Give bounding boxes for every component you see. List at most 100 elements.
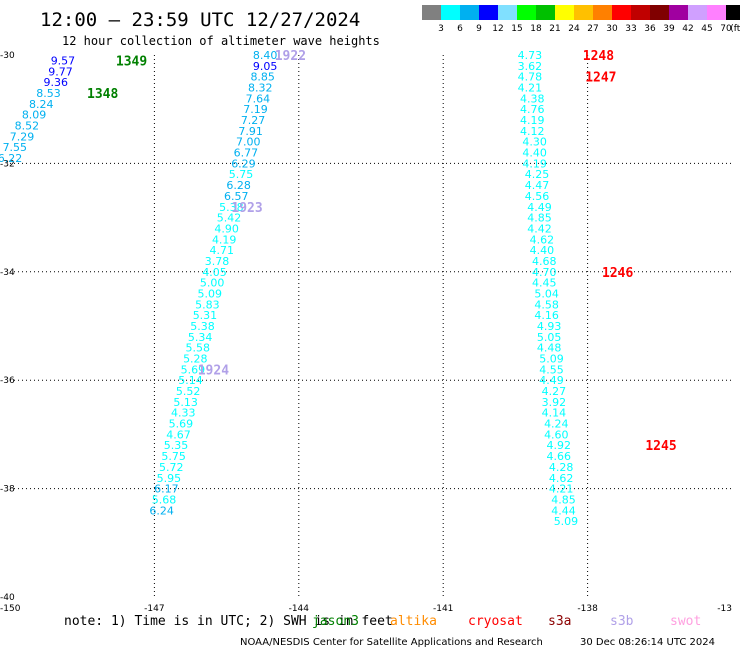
color-swatch [669,5,688,20]
swh-value-s3b: 6.24 [149,504,174,517]
satellite-label-s3b: s3b [610,614,634,629]
color-swatch [441,5,460,20]
swh-value-s3b: 6.57 [224,190,249,203]
swh-value-s3a: 4.42 [527,222,552,235]
swh-value-s3a: 3.62 [518,60,543,73]
swh-value-s3b: 4.90 [214,222,239,235]
swh-value-s3b: 5.38 [190,320,215,333]
swh-value-s3b: 6.28 [226,179,251,192]
x-tick-label: -144 [289,604,310,614]
color-swatch [593,5,612,20]
x-tick-label: -141 [433,604,453,614]
swh-value-s3a: 4.85 [551,493,576,506]
swh-value-s3a: 4.55 [539,363,564,376]
swh-value-s3a: 4.24 [544,418,569,431]
footer-note: note: 1) Time is in UTC; 2) SWH is in fe… [64,614,393,629]
color-swatch [555,5,574,20]
swh-value-s3a: 4.27 [542,385,567,398]
color-key-label: 36 [644,24,656,34]
swh-value-s3b: 3.78 [205,255,230,268]
chart-subtitle: 12 hour collection of altimeter wave hei… [62,34,380,48]
color-swatch [650,5,669,20]
swh-value-s3b: 8.85 [250,71,275,84]
color-key-label: 39 [663,24,675,34]
swh-value-s3a: 4.62 [549,472,574,485]
swh-value-s3b: 5.34 [188,331,213,344]
swh-value-s3a: 4.78 [518,71,543,84]
color-swatch [536,5,555,20]
swh-value-s3a: 4.70 [532,266,557,279]
chart-grid [10,55,732,597]
swh-value-s3a: 4.68 [532,255,557,268]
swh-value-s3a: 4.28 [549,461,574,474]
swh-value-s3a: 4.40 [522,147,547,160]
color-swatch [631,5,650,20]
swh-value-jason3: 8.53 [36,87,61,100]
swh-value-s3a: 4.73 [518,49,543,62]
swh-value-s3a: 4.58 [534,298,559,311]
swh-value-s3a: 5.05 [537,331,562,344]
y-tick-label: -30 [0,51,15,61]
swh-value-s3a: 4.60 [544,428,569,441]
swh-value-s3a: 4.30 [522,136,547,149]
axis-ticks: -150 -147 -144 -141 -138 -13 -30 -32 -34 -36 -38 -4… [0,51,732,614]
swh-value-s3a: 5.04 [534,287,559,300]
swh-value-s3a: 4.44 [551,504,576,517]
pass-time-label: 1922 [275,49,306,64]
swh-value-s3b: 6.17 [154,483,179,496]
swh-value-s3b: 4.33 [171,407,196,420]
swh-value-s3a: 4.14 [542,407,567,420]
data-points: 9.579.779.368.538.248.098.527.297.556.22… [0,49,578,528]
color-swatch [612,5,631,20]
color-key-label: 30 [606,24,618,34]
swh-value-s3a: 4.12 [520,125,545,138]
swh-value-s3b: 9.05 [253,60,278,73]
swh-value-s3a: 5.09 [539,353,564,366]
color-key-label: 27 [587,24,598,34]
swh-value-s3b: 5.35 [164,439,189,452]
swh-value-s3b: 5.38 [219,201,244,214]
swh-value-s3b: 5.69 [181,363,206,376]
color-swatch [422,5,441,20]
satellite-label-jason3: jason3 [312,614,359,629]
swh-value-s3a: 4.38 [520,92,545,105]
swh-value-s3a: 3.92 [542,396,567,409]
color-key-label: 3 [438,24,444,34]
swh-value-s3b: 5.52 [176,385,201,398]
swh-value-s3b: 5.72 [159,461,184,474]
y-tick-label: -32 [0,159,15,169]
swh-value-s3a: 4.56 [525,190,550,203]
swh-value-s3b: 5.69 [169,418,194,431]
color-swatch [707,5,726,20]
color-key-label: 9 [476,24,482,34]
swh-value-s3b: 6.77 [234,147,259,160]
swh-value-s3b: 8.32 [248,82,273,95]
swh-value-s3a: 4.40 [530,244,555,257]
swh-value-s3b: 5.09 [198,287,223,300]
color-swatch [460,5,479,20]
swh-value-s3a: 4.49 [527,201,552,214]
swh-value-s3b: 4.67 [166,428,191,441]
x-tick-label: -147 [144,604,164,614]
swh-value-jason3: 9.57 [51,54,76,67]
pass-time-label: 1248 [583,49,614,64]
swh-value-s3b: 5.13 [173,396,198,409]
y-tick-label: -34 [0,268,15,278]
satellite-legend: jason3 altika cryosat s3a s3b swot [312,614,701,629]
chart-title: 12:00 — 23:59 UTC 12/27/2024 [40,9,360,31]
color-key-label: 18 [530,24,542,34]
swh-value-s3b: 4.71 [210,244,235,257]
swh-value-s3a: 5.09 [554,515,579,528]
pass-time-label: 1348 [87,87,118,102]
color-key-label: 15 [511,24,522,34]
swh-value-jason3: 8.09 [22,109,47,122]
pass-time-label: 1923 [231,201,262,216]
x-tick-label: -150 [0,604,21,614]
pass-time-label: 1247 [585,71,616,86]
color-swatch [498,5,517,20]
color-key-label: 70 [720,24,732,34]
y-tick-label: -38 [0,485,15,495]
swh-value-s3a: 4.49 [539,374,564,387]
